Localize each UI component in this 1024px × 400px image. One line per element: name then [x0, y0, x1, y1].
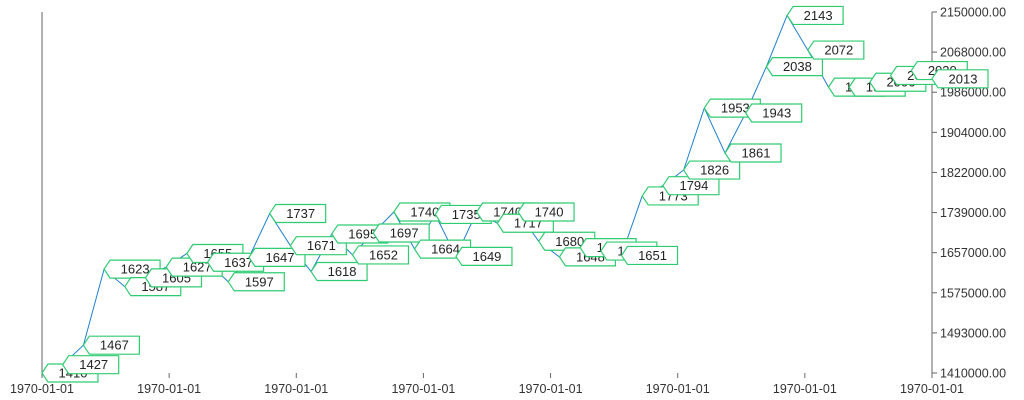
data-label: 2038	[765, 57, 824, 77]
y-tick-label: 2068000.00	[940, 46, 1006, 60]
x-tick-label: 1970-01-01	[391, 382, 455, 396]
data-label: 1735	[434, 204, 492, 225]
data-label-text: 1652	[369, 247, 398, 262]
data-label-text: 2143	[804, 8, 833, 23]
data-label-text: 1623	[121, 262, 150, 277]
data-label: 1826	[682, 160, 741, 180]
data-label-text: 1737	[286, 206, 315, 221]
data-label: 1943	[744, 103, 803, 123]
x-tick-label: 1970-01-01	[773, 382, 837, 396]
data-label-text: 1953	[721, 101, 750, 116]
data-label: 1649	[455, 246, 513, 267]
data-label-box	[682, 160, 741, 180]
data-label-box	[931, 69, 989, 89]
data-label-text: 1627	[183, 260, 212, 275]
data-label-box	[372, 223, 430, 243]
data-label-text: 1637	[224, 255, 253, 270]
x-tick-label: 1970-01-01	[10, 382, 74, 396]
data-label-text: 1664	[431, 242, 460, 257]
data-label-text: 1427	[79, 357, 108, 372]
y-tick-label: 1575000.00	[940, 286, 1006, 300]
data-label: 1647	[248, 247, 306, 267]
data-label-text: 1695	[348, 226, 377, 241]
data-label: 1652	[351, 245, 410, 265]
data-label-text: 1794	[679, 178, 708, 193]
data-label-text: 1861	[742, 145, 771, 160]
y-tick-label: 1986000.00	[940, 86, 1006, 100]
data-label-text: 1651	[638, 248, 667, 263]
data-label-text: 1735	[452, 207, 481, 222]
x-tick-label: 1970-01-01	[264, 382, 328, 396]
x-tick-label: 1970-01-01	[519, 382, 583, 396]
data-label-text: 1467	[100, 338, 129, 353]
data-label-text: 1943	[762, 105, 791, 120]
x-axis-ticks: 1970-01-01 1970-01-01 1970-01-01 1970-01-01…	[10, 373, 964, 396]
data-label-text: 1649	[472, 249, 501, 264]
data-label: 1740	[517, 202, 575, 222]
data-label: 1740	[393, 202, 451, 222]
y-tick-label: 1822000.00	[940, 166, 1006, 180]
data-label-text: 1740	[535, 205, 564, 220]
data-label: 1794	[662, 176, 720, 196]
data-label-box	[517, 202, 575, 222]
data-label: 2013	[931, 69, 989, 89]
data-label-box	[268, 203, 327, 224]
data-label: 2143	[786, 5, 844, 26]
data-label-text: 2013	[949, 71, 978, 86]
data-label-box	[61, 355, 120, 375]
data-label-box	[765, 57, 824, 77]
x-tick-label: 1970-01-01	[646, 382, 710, 396]
x-tick-label: 1970-01-01	[137, 382, 201, 396]
data-label: 1664	[413, 239, 472, 259]
y-tick-label: 1657000.00	[940, 246, 1006, 260]
data-label-text: 1740	[410, 205, 439, 220]
data-label: 1427	[61, 355, 120, 375]
data-label-box	[227, 272, 285, 292]
data-label-box	[248, 247, 306, 267]
data-label-text: 1697	[390, 225, 419, 240]
y-tick-label: 1904000.00	[940, 126, 1006, 140]
data-label-box	[620, 245, 679, 266]
data-label: 1861	[724, 143, 782, 163]
data-label-box	[744, 103, 803, 123]
data-label: 1597	[227, 272, 285, 292]
data-label: 1737	[268, 203, 327, 224]
data-label: 1697	[372, 223, 430, 243]
data-label-box	[724, 143, 782, 163]
data-label-text: 1647	[266, 250, 295, 265]
y-tick-label: 1410000.00	[940, 367, 1006, 381]
data-label-text: 1671	[307, 238, 336, 253]
data-label-box	[289, 236, 347, 256]
y-tick-label: 2150000.00	[940, 6, 1006, 20]
data-label-text: 2038	[783, 59, 812, 74]
data-label: 1618	[310, 261, 368, 282]
data-label-box	[786, 5, 844, 26]
data-label: 2072	[807, 40, 865, 60]
y-tick-label: 1493000.00	[940, 326, 1006, 340]
data-label-box	[662, 176, 720, 196]
data-label: 1773	[641, 186, 699, 206]
data-label: 1671	[289, 236, 347, 256]
data-label-text: 1618	[328, 264, 357, 279]
data-label-text: 2072	[824, 43, 853, 58]
data-label-box	[310, 261, 368, 282]
x-tick-label: 1970-01-01	[900, 382, 964, 396]
y-tick-label: 1739000.00	[940, 206, 1006, 220]
data-label-box	[455, 246, 513, 267]
y-axis-ticks: 1410000.00 1493000.00 1575000.00 1657000.00…	[932, 6, 1006, 381]
data-label-text: 1826	[700, 163, 729, 178]
data-label-box	[807, 40, 865, 60]
data-label-box	[82, 335, 140, 355]
data-label-text: 1680	[555, 234, 584, 249]
data-label-text: 1597	[245, 274, 274, 289]
data-label: 1467	[82, 335, 140, 355]
data-label-box	[351, 245, 410, 265]
data-label: 1651	[620, 245, 679, 266]
data-labels: 1410142714671623158716051627165516371597…	[41, 5, 989, 383]
